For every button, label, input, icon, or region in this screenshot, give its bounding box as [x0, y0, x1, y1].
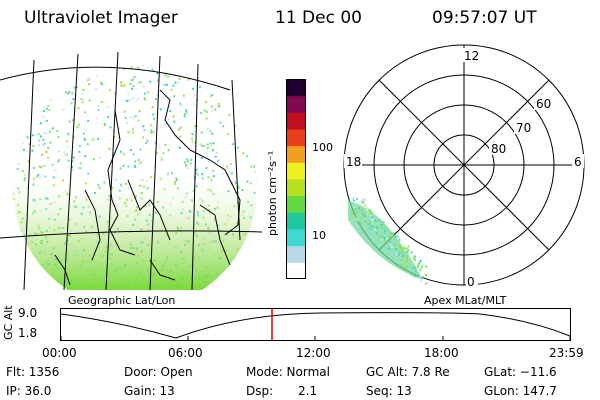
- info-gain: Gain: 13: [124, 384, 175, 398]
- info-mode: Mode: Normal: [246, 365, 330, 379]
- info-glat: GLat: −11.6: [484, 365, 557, 379]
- timeline-y-tick-low: 1.8: [18, 326, 38, 340]
- colorbar-tick-10: 10: [312, 229, 326, 242]
- colorbar-segment: [286, 79, 306, 97]
- polar-caption: Apex MLat/MLT: [424, 294, 507, 307]
- colorbar-segment: [286, 95, 306, 113]
- colorbar-segment: [286, 145, 306, 163]
- colorbar: [286, 79, 306, 280]
- colorbar-segment: [286, 129, 306, 147]
- instrument-title: Ultraviolet Imager: [24, 8, 178, 28]
- timeline-x-tick-1200: 12:00: [296, 346, 331, 360]
- timeline-x-tick-1800: 18:00: [424, 346, 459, 360]
- colorbar-segment: [286, 262, 306, 280]
- lon-grid: [23, 51, 241, 290]
- geographic-caption: Geographic Lat/Lon: [68, 294, 176, 307]
- info-glon: GLon: 147.7: [484, 384, 557, 398]
- mlt-label-18: 18: [346, 155, 361, 169]
- info-gcalt: GC Alt: 7.8 Re: [366, 365, 450, 379]
- time-label: 09:57:07 UT: [432, 8, 537, 28]
- mlt-label-6: 6: [574, 155, 582, 169]
- timeline-plot: [60, 308, 571, 341]
- info-ip: IP: 36.0: [6, 384, 52, 398]
- colorbar-segment: [286, 245, 306, 263]
- info-dsp-label: Dsp:: [246, 384, 274, 398]
- colorbar-segment: [286, 179, 306, 197]
- coastline: [54, 89, 241, 286]
- info-flt: Flt: 1356: [6, 365, 60, 379]
- info-seq: Seq: 13: [366, 384, 412, 398]
- timeline-x-tick-2359: 23:59: [549, 346, 584, 360]
- lat-label-60: 60: [536, 97, 551, 111]
- colorbar-segment: [286, 112, 306, 130]
- lat-label-70: 70: [516, 121, 531, 135]
- altitude-curve: [60, 312, 571, 339]
- lat-grid: [0, 66, 262, 239]
- colorbar-segment: [286, 212, 306, 230]
- colorbar-segment: [286, 229, 306, 247]
- info-dsp-value: 2.1: [298, 384, 318, 398]
- timeline-x-tick-0600: 06:00: [168, 346, 203, 360]
- timeline-axis-title: GC Alt: [2, 305, 15, 340]
- colorbar-tick-100: 100: [312, 141, 333, 154]
- colorbar-unit-label: photon cm⁻²s⁻¹: [266, 150, 279, 236]
- geographic-image: [0, 51, 262, 290]
- colorbar-segment: [286, 195, 306, 213]
- polar-plot: 12 18 6 0 60 70 80: [343, 44, 585, 289]
- lat-label-80: 80: [491, 142, 506, 156]
- info-door: Door: Open: [124, 365, 193, 379]
- colorbar-segment: [286, 162, 306, 180]
- polar-aurora-patch: [348, 200, 423, 280]
- timeline-y-tick-high: 9.0: [18, 306, 38, 320]
- date-label: 11 Dec 00: [275, 8, 362, 28]
- timeline-x-tick-0000: 00:00: [42, 346, 77, 360]
- mlt-label-0: 0: [467, 275, 475, 289]
- mlt-label-12: 12: [464, 49, 479, 63]
